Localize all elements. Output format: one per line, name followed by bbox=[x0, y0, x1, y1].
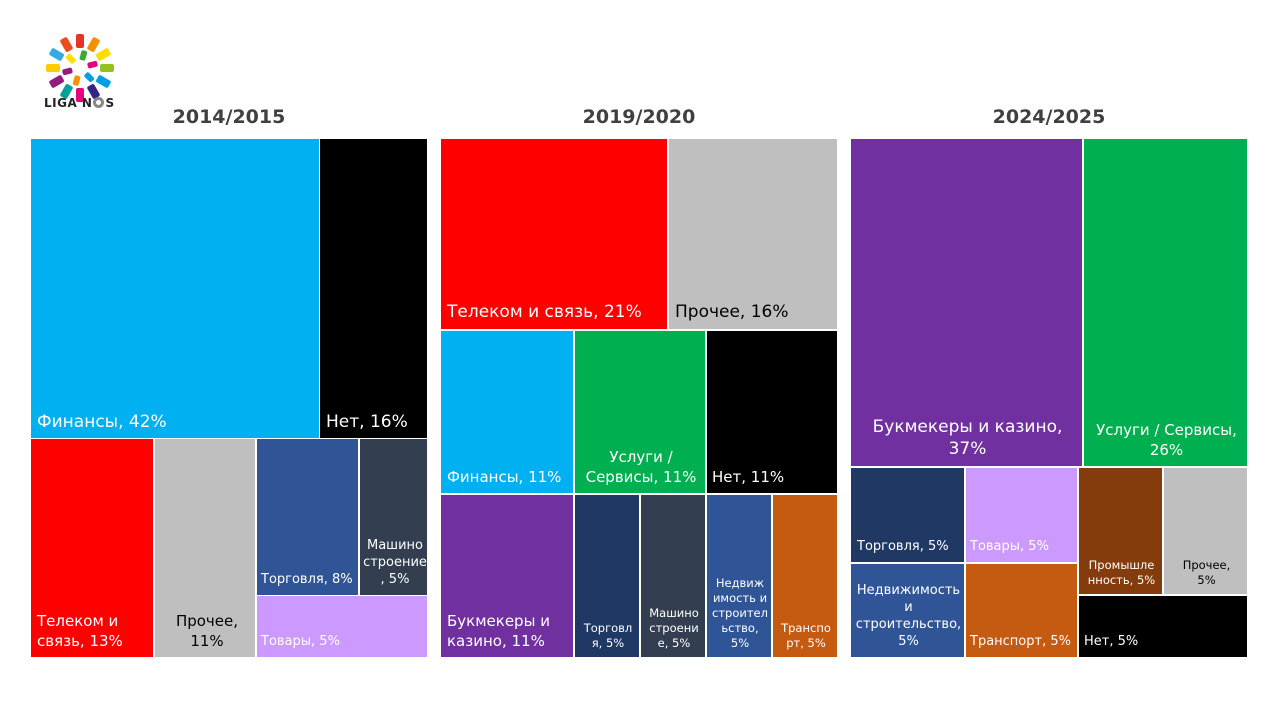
treemap-tile-2-8: Машино строени е, 5% bbox=[640, 494, 706, 658]
treemap-label-2-10: Транспо рт, 5% bbox=[781, 621, 831, 651]
treemap-tile-2-3: Финансы, 11% bbox=[440, 330, 574, 494]
treemap-label-3-5: Промышле нность, 5% bbox=[1087, 558, 1156, 588]
treemap-tile-3-3: Торговля, 5% bbox=[850, 467, 965, 563]
treemap-tile-2-7: Торговл я, 5% bbox=[574, 494, 640, 658]
treemap-label-2-9: Недвиж имость и строител ьство, 5% bbox=[712, 576, 768, 651]
treemap-tile-1-2: Нет, 16% bbox=[319, 138, 428, 440]
treemap-label-2-5: Нет, 11% bbox=[712, 467, 785, 486]
treemap-label-3-7: Недвижимость и строительство, 5% bbox=[855, 583, 962, 650]
treemap-tile-2-5: Нет, 11% bbox=[706, 330, 838, 494]
treemap-label-1-5: Торговля, 8% bbox=[261, 572, 353, 588]
treemap-tile-3-5: Промышле нность, 5% bbox=[1078, 467, 1163, 595]
treemap-tile-3-6: Прочее, 5% bbox=[1163, 467, 1248, 595]
treemap-tile-2-9: Недвиж имость и строител ьство, 5% bbox=[706, 494, 772, 658]
treemap-label-3-2: Услуги / Сервисы, 26% bbox=[1096, 421, 1237, 459]
liga-nos-ball-icon bbox=[46, 34, 114, 102]
treemap-tile-1-6: Машино строение, 5% bbox=[359, 438, 428, 596]
treemap-label-2-4: Услуги / Сервисы, 11% bbox=[585, 448, 697, 486]
treemap-label-2-7: Торговл я, 5% bbox=[583, 621, 633, 651]
treemap-tile-2-2: Прочее, 16% bbox=[668, 138, 838, 330]
treemap-tile-2-4: Услуги / Сервисы, 11% bbox=[574, 330, 706, 494]
treemap-label-1-7: Товары, 5% bbox=[261, 634, 340, 650]
treemap-tile-1-1: Финансы, 42% bbox=[30, 138, 320, 440]
treemap-tile-1-4: Прочее, 11% bbox=[154, 438, 256, 658]
treemap-tile-3-1: Букмекеры и казино, 37% bbox=[850, 138, 1083, 467]
treemap-label-3-3: Торговля, 5% bbox=[857, 539, 949, 555]
treemap-label-2-3: Финансы, 11% bbox=[447, 467, 562, 486]
treemap-label-2-6: Букмекеры и казино, 11% bbox=[447, 612, 550, 650]
treemap-label-2-1: Телеком и связь, 21% bbox=[447, 301, 642, 322]
treemap-tile-2-10: Транспо рт, 5% bbox=[772, 494, 838, 658]
treemap-label-2-2: Прочее, 16% bbox=[675, 301, 789, 322]
treemap-label-3-1: Букмекеры и казино, 37% bbox=[872, 416, 1063, 459]
treemap-tile-1-5: Торговля, 8% bbox=[256, 438, 359, 596]
treemap-label-3-9: Нет, 5% bbox=[1084, 634, 1139, 650]
treemap-tile-1-3: Телеком и связь, 13% bbox=[30, 438, 154, 658]
panel-title-2: 2019/2020 bbox=[582, 106, 696, 128]
treemap-tile-3-7: Недвижимость и строительство, 5% bbox=[850, 563, 965, 658]
treemap-label-1-6: Машино строение, 5% bbox=[363, 538, 427, 588]
treemap-label-3-8: Транспорт, 5% bbox=[970, 634, 1071, 650]
treemap-label-1-3: Телеком и связь, 13% bbox=[37, 612, 123, 650]
treemap-tile-2-1: Телеком и связь, 21% bbox=[440, 138, 668, 330]
treemap-label-1-4: Прочее, 11% bbox=[175, 612, 239, 650]
treemap-tile-3-8: Транспорт, 5% bbox=[965, 563, 1078, 658]
treemap-label-2-8: Машино строени е, 5% bbox=[649, 606, 699, 651]
panel-title-3: 2024/2025 bbox=[992, 106, 1106, 128]
treemap-tile-2-6: Букмекеры и казино, 11% bbox=[440, 494, 574, 658]
treemap-tile-3-4: Товары, 5% bbox=[965, 467, 1078, 563]
treemap-tile-3-9: Нет, 5% bbox=[1078, 595, 1248, 658]
treemap-label-1-1: Финансы, 42% bbox=[37, 411, 167, 432]
treemap-tile-1-7: Товары, 5% bbox=[256, 595, 428, 658]
panel-title-1: 2014/2015 bbox=[172, 106, 286, 128]
treemap-tile-3-2: Услуги / Сервисы, 26% bbox=[1083, 138, 1248, 467]
treemap-label-3-4: Товары, 5% bbox=[970, 539, 1049, 555]
treemap-label-3-6: Прочее, 5% bbox=[1182, 558, 1231, 588]
logo-o-icon bbox=[93, 97, 105, 108]
treemap-label-1-2: Нет, 16% bbox=[326, 411, 408, 432]
